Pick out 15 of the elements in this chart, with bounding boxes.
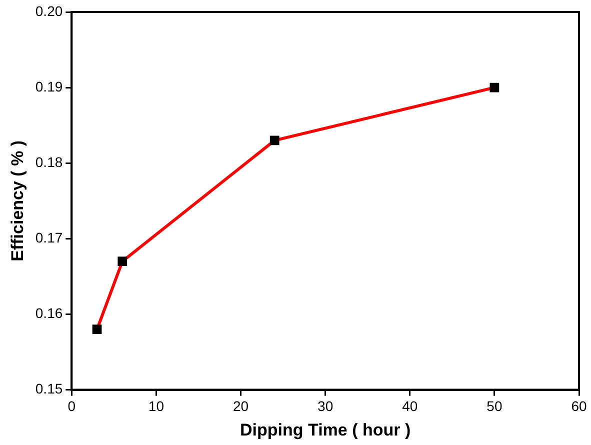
y-tick-label: 0.19	[35, 78, 63, 94]
x-tick-label: 10	[148, 398, 164, 414]
y-axis-title: Efficiency ( % )	[8, 140, 27, 262]
x-tick-label: 50	[486, 398, 502, 414]
x-tick-label: 20	[232, 398, 249, 414]
x-tick-label: 0	[68, 398, 76, 414]
x-axis-title: Dipping Time ( hour )	[240, 420, 411, 440]
y-tick-label: 0.17	[35, 230, 63, 246]
x-tick-label: 40	[402, 398, 418, 414]
y-tick-label: 0.18	[35, 154, 63, 170]
y-tick-label: 0.20	[35, 2, 63, 19]
y-tick-label: 0.15	[35, 380, 63, 397]
x-tick-label: 30	[318, 398, 334, 414]
y-tick-label: 0.16	[35, 305, 63, 322]
x-tick-label: 60	[571, 398, 587, 414]
